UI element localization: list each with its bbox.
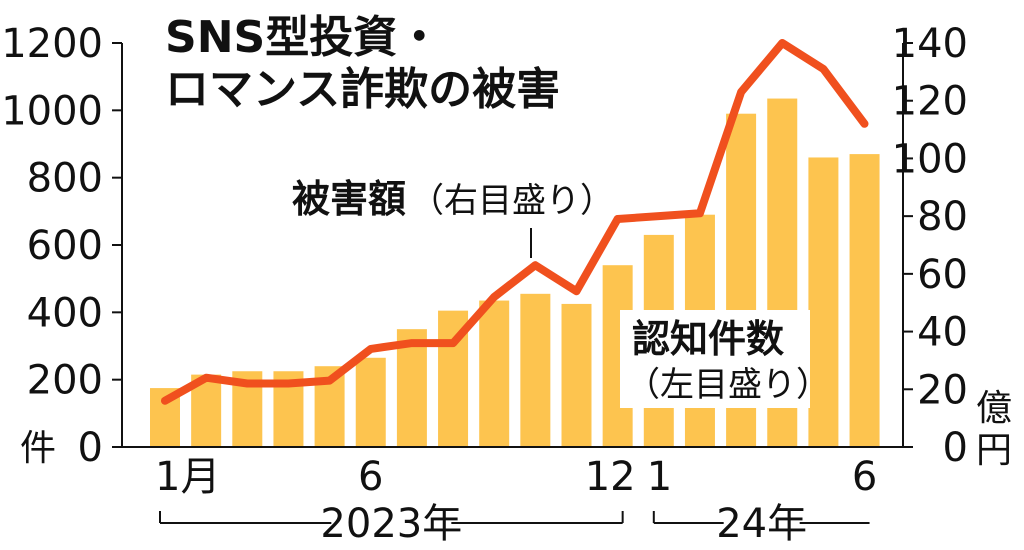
line-series-annotation: 被害額 （右目盛り） bbox=[292, 177, 614, 258]
line-point bbox=[164, 400, 166, 402]
line-point bbox=[246, 383, 248, 385]
line-path bbox=[161, 39, 869, 405]
line-point bbox=[781, 42, 783, 44]
right-axis-tick-label: 140 bbox=[892, 21, 968, 67]
left-axis-tick-label: 1000 bbox=[1, 88, 103, 134]
line-point bbox=[370, 348, 372, 350]
bar bbox=[849, 154, 880, 447]
right-axis-tick-label: 0 bbox=[943, 425, 968, 471]
right-axis: 0 20 40 60 80 100 120 140 bbox=[892, 21, 968, 471]
line-point bbox=[740, 91, 742, 93]
bar bbox=[355, 357, 386, 447]
line-point bbox=[699, 212, 701, 214]
right-axis-tick-label: 60 bbox=[917, 252, 968, 298]
right-axis-unit-line-2: 円 bbox=[976, 430, 1012, 471]
bar bbox=[396, 329, 427, 447]
line-point bbox=[822, 68, 824, 70]
chart-title-line-2: ロマンス詐欺の被害 bbox=[165, 64, 560, 115]
bar-series-scale-note: （左目盛り） bbox=[626, 365, 830, 405]
line-point bbox=[658, 215, 660, 217]
bar-series-label-box bbox=[620, 310, 810, 408]
line-point bbox=[329, 380, 331, 382]
left-axis-tick-label: 1200 bbox=[1, 21, 103, 67]
line-point bbox=[205, 377, 207, 379]
bar-series-label: 認知件数 bbox=[632, 317, 784, 361]
x-axis-tick-label: 12 bbox=[585, 454, 636, 500]
x-axis-tick-label: 6 bbox=[852, 454, 877, 500]
chart-title-line-1: SNS型投資・ bbox=[165, 12, 441, 63]
left-axis-tick-label: 400 bbox=[27, 290, 103, 336]
right-axis-tick-label: 20 bbox=[917, 367, 968, 413]
line-series-label: 被害額 bbox=[292, 177, 406, 221]
right-axis-tick-label: 80 bbox=[917, 194, 968, 240]
line-series bbox=[161, 39, 869, 405]
x-axis-tick-label: 1月 bbox=[155, 454, 220, 500]
x-axis-tick-label: 1 bbox=[647, 454, 672, 500]
line-point bbox=[534, 264, 536, 266]
line-series-scale-note: （右目盛り） bbox=[410, 181, 614, 221]
year-label: 24年 bbox=[716, 501, 807, 547]
right-axis-tick-label: 40 bbox=[917, 310, 968, 356]
left-axis: 0 200 400 600 800 1000 1200 bbox=[1, 21, 123, 471]
line-point bbox=[411, 342, 413, 344]
bar-series-annotation: 認知件数 （左目盛り） bbox=[620, 310, 830, 408]
bar bbox=[520, 293, 551, 447]
bar-series bbox=[150, 98, 880, 448]
line-point bbox=[493, 296, 495, 298]
right-axis-tick-label: 100 bbox=[892, 136, 968, 182]
left-axis-tick-label: 600 bbox=[27, 223, 103, 269]
left-axis-unit: 件 bbox=[20, 428, 56, 469]
x-axis-tick-label: 6 bbox=[358, 454, 383, 500]
right-axis-tick-label: 120 bbox=[892, 79, 968, 125]
right-axis-unit-line-1: 億 bbox=[976, 388, 1012, 429]
bar bbox=[479, 300, 510, 447]
year-label: 2023年 bbox=[320, 501, 462, 547]
left-axis-tick-label: 200 bbox=[27, 358, 103, 404]
line-point bbox=[617, 218, 619, 220]
left-axis-tick-label: 800 bbox=[27, 156, 103, 202]
line-point bbox=[452, 342, 454, 344]
line-point bbox=[287, 383, 289, 385]
bar bbox=[808, 157, 839, 447]
bar bbox=[561, 303, 592, 447]
line-point bbox=[864, 123, 866, 125]
line-point bbox=[576, 290, 577, 292]
left-axis-tick-label: 0 bbox=[78, 425, 103, 471]
